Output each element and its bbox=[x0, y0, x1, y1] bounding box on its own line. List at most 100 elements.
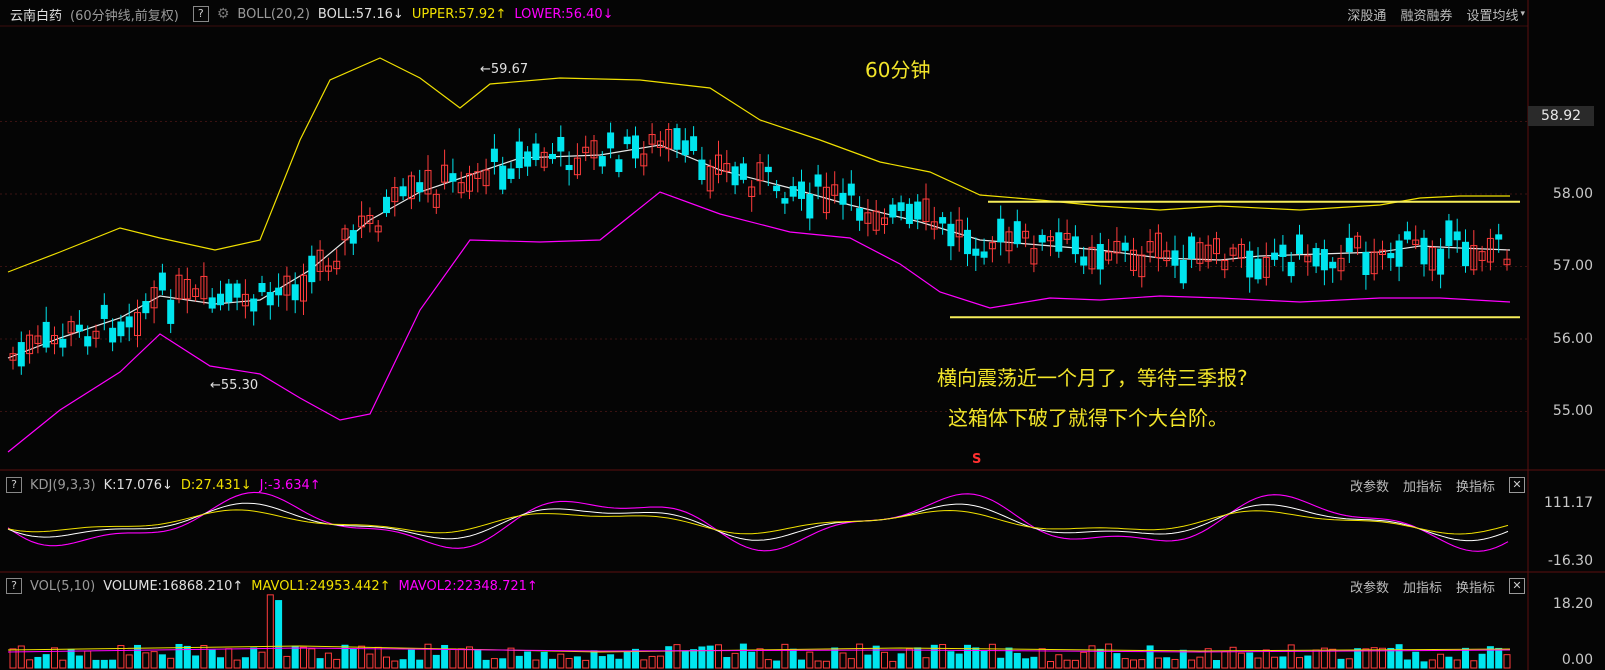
volume-bar bbox=[1412, 651, 1420, 669]
candle-body bbox=[75, 324, 83, 332]
candle-body bbox=[300, 274, 307, 302]
volume-bar bbox=[233, 659, 241, 669]
volume-bar bbox=[573, 656, 581, 669]
candle-body bbox=[217, 293, 224, 306]
volume-bar bbox=[1196, 656, 1204, 669]
volume-bar bbox=[358, 645, 366, 669]
vol-name[interactable]: VOL(5,10) bbox=[30, 578, 96, 594]
candle-body bbox=[540, 151, 548, 168]
candle-body bbox=[773, 185, 781, 192]
volume-bar bbox=[748, 651, 756, 669]
volume-bar bbox=[922, 657, 930, 669]
candle-body bbox=[872, 210, 880, 231]
link-sgt[interactable]: 深股通 bbox=[1347, 8, 1387, 24]
link-ma-settings[interactable]: 设置均线 bbox=[1466, 8, 1519, 24]
volume-bar bbox=[499, 658, 507, 669]
volume-bar bbox=[1121, 658, 1129, 669]
stock-name[interactable]: 云南白药 bbox=[10, 8, 63, 24]
candle-body bbox=[1171, 250, 1179, 266]
volume-bar bbox=[250, 647, 258, 669]
volume-bar bbox=[1287, 644, 1295, 669]
candle-body bbox=[1437, 248, 1445, 275]
volume-bar bbox=[706, 645, 714, 669]
volume-bar bbox=[158, 654, 166, 669]
volume-bar bbox=[275, 600, 283, 669]
kdj-j: J:-3.634↑ bbox=[259, 477, 321, 493]
candle-body bbox=[134, 312, 141, 337]
candle-body bbox=[1105, 251, 1113, 261]
volume-bar bbox=[399, 659, 407, 669]
volume-bar bbox=[341, 644, 349, 669]
candle-body bbox=[1478, 251, 1486, 261]
vol-add-indicator[interactable]: 加指标 bbox=[1402, 580, 1442, 596]
candle-body bbox=[9, 353, 17, 361]
candle-body bbox=[1296, 234, 1303, 254]
candle-body bbox=[964, 229, 971, 255]
close-icon[interactable]: ✕ bbox=[1509, 477, 1525, 493]
volume-bar bbox=[980, 650, 988, 669]
help-icon[interactable]: ? bbox=[192, 6, 209, 22]
volume-bar bbox=[1113, 653, 1121, 669]
volume-bar bbox=[1312, 649, 1320, 669]
candle-body bbox=[1146, 241, 1154, 253]
candle-body bbox=[549, 153, 556, 160]
candle-body bbox=[656, 140, 664, 148]
help-icon[interactable]: ? bbox=[6, 578, 22, 594]
link-margin[interactable]: 融资融券 bbox=[1400, 8, 1453, 24]
boll-name[interactable]: BOLL(20,2) bbox=[237, 6, 310, 22]
candle-body bbox=[67, 321, 75, 334]
volume-bar bbox=[490, 658, 498, 669]
candle-body bbox=[1453, 231, 1461, 241]
candle-body bbox=[524, 151, 532, 167]
candle-body bbox=[972, 248, 980, 256]
candle-body bbox=[1030, 248, 1038, 265]
kdj-add-indicator[interactable]: 加指标 bbox=[1402, 479, 1442, 495]
kdj-edit-params[interactable]: 改参数 bbox=[1349, 479, 1389, 495]
volume-bar bbox=[739, 643, 747, 669]
candle-body bbox=[183, 278, 191, 300]
candle-body bbox=[383, 196, 390, 214]
candle-body bbox=[847, 183, 855, 196]
volume-bar bbox=[333, 658, 341, 669]
volume-bar bbox=[416, 659, 424, 669]
price-tick: 57.00 bbox=[1552, 258, 1593, 274]
candle-body bbox=[1395, 240, 1403, 267]
candle-body bbox=[374, 225, 382, 233]
candle-body bbox=[158, 272, 166, 291]
candle-body bbox=[283, 275, 291, 296]
chart-title: 60分钟 bbox=[865, 58, 931, 82]
chevron-down-icon[interactable]: ▾ bbox=[1520, 9, 1525, 19]
candle-body bbox=[930, 221, 938, 230]
volume-bar bbox=[17, 645, 25, 669]
candle-body bbox=[623, 136, 631, 145]
annotation-line2: 这箱体下破了就得下个大台阶。 bbox=[948, 406, 1228, 430]
close-icon[interactable]: ✕ bbox=[1509, 578, 1525, 594]
volume-bar bbox=[698, 646, 706, 669]
candle-body bbox=[881, 217, 888, 226]
vol-switch-indicator[interactable]: 换指标 bbox=[1455, 580, 1495, 596]
kdj-switch-indicator[interactable]: 换指标 bbox=[1455, 479, 1495, 495]
candle-body bbox=[814, 174, 822, 187]
volume-bar bbox=[1271, 656, 1279, 669]
candle-body bbox=[34, 335, 42, 344]
help-icon[interactable]: ? bbox=[6, 477, 22, 493]
candle-body bbox=[349, 230, 357, 244]
volume-bar bbox=[1362, 648, 1370, 669]
volume-bar bbox=[51, 647, 58, 669]
candle-body bbox=[1005, 231, 1013, 252]
volume-bar bbox=[839, 652, 847, 669]
candle-body bbox=[1271, 252, 1279, 260]
kdj-name[interactable]: KDJ(9,3,3) bbox=[30, 477, 96, 493]
sell-marker[interactable]: S bbox=[972, 452, 982, 467]
vol-volume: VOLUME:16868.210↑ bbox=[103, 578, 244, 594]
candle-body bbox=[1113, 240, 1121, 254]
candle-body bbox=[831, 184, 839, 196]
vol-edit-params[interactable]: 改参数 bbox=[1349, 580, 1389, 596]
candle-body bbox=[490, 148, 498, 162]
volume-bar bbox=[590, 650, 598, 669]
gear-icon[interactable]: ⚙ bbox=[216, 6, 230, 22]
volume-bar bbox=[1154, 657, 1162, 669]
candle-body bbox=[441, 164, 449, 183]
candle-body bbox=[208, 297, 216, 309]
